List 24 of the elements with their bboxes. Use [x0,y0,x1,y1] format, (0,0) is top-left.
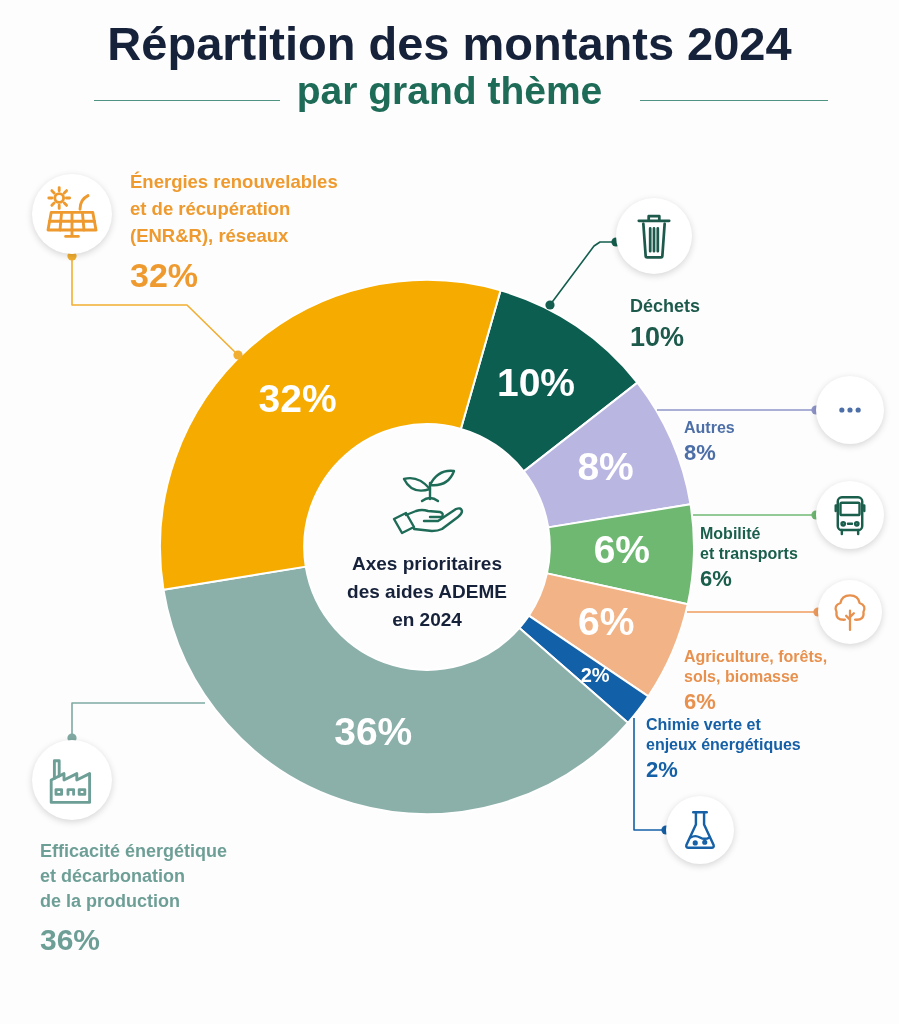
data-label: 36% [334,710,413,754]
text: 32% [130,256,199,294]
slice-label: Efficacité énergétique et décarbonation de la production [40,840,229,913]
data-label: 6% [593,528,651,572]
data-label: 6% [577,599,635,643]
slice-label: Agriculture, forêts, sols, biomasse [684,647,829,687]
text: Axes prioritaires des aides ADEME en 2024 [346,552,508,632]
text: 2% [646,757,678,782]
text: 10% [630,322,685,352]
chart-title: Répartition des montants 2024 [106,17,793,71]
slice-label: Mobilité et transports [700,524,799,564]
slice-label: Énergies renouvelables et de récupération (ENR&R), réseaux [130,170,339,248]
text: 6% [684,689,716,714]
chart-subtitle: par grand thème [296,69,604,113]
text: 8% [684,440,716,465]
data-label: 32% [258,377,337,420]
slice-label: Autres [684,418,736,438]
slice-label: Déchets [630,295,702,318]
data-label: 8% [577,444,634,488]
text: 6% [700,566,732,591]
slice-label: Chimie verte et enjeux énergétiques [646,715,802,755]
text: 36% [40,923,101,956]
data-label: 2% [580,664,610,686]
data-label: 10% [496,361,576,405]
